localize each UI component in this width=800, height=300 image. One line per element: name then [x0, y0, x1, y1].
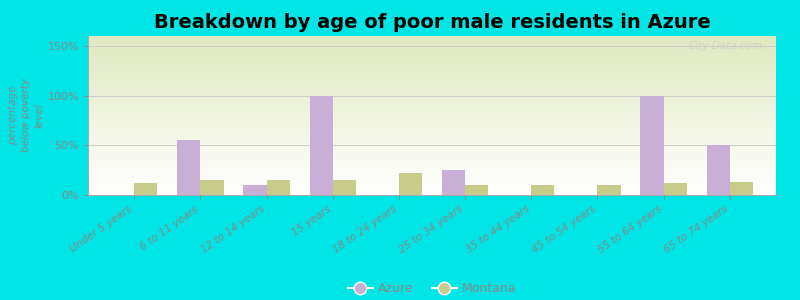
Bar	[465, 185, 488, 195]
Bar	[310, 96, 333, 195]
Bar	[531, 185, 554, 195]
Bar	[663, 183, 686, 195]
Title: Breakdown by age of poor male residents in Azure: Breakdown by age of poor male residents …	[154, 13, 710, 32]
Bar	[598, 185, 621, 195]
Text: City-Data.com: City-Data.com	[688, 41, 762, 51]
Bar	[442, 170, 465, 195]
Y-axis label: percentage
below poverty
level: percentage below poverty level	[8, 79, 45, 152]
Bar	[266, 180, 290, 195]
Legend: Azure, Montana: Azure, Montana	[342, 277, 522, 300]
Bar	[178, 140, 201, 195]
Bar	[134, 183, 158, 195]
Bar	[640, 96, 663, 195]
Bar	[706, 145, 730, 195]
Bar	[399, 173, 422, 195]
Bar	[333, 180, 356, 195]
Bar	[730, 182, 753, 195]
Bar	[243, 185, 266, 195]
Bar	[201, 180, 224, 195]
